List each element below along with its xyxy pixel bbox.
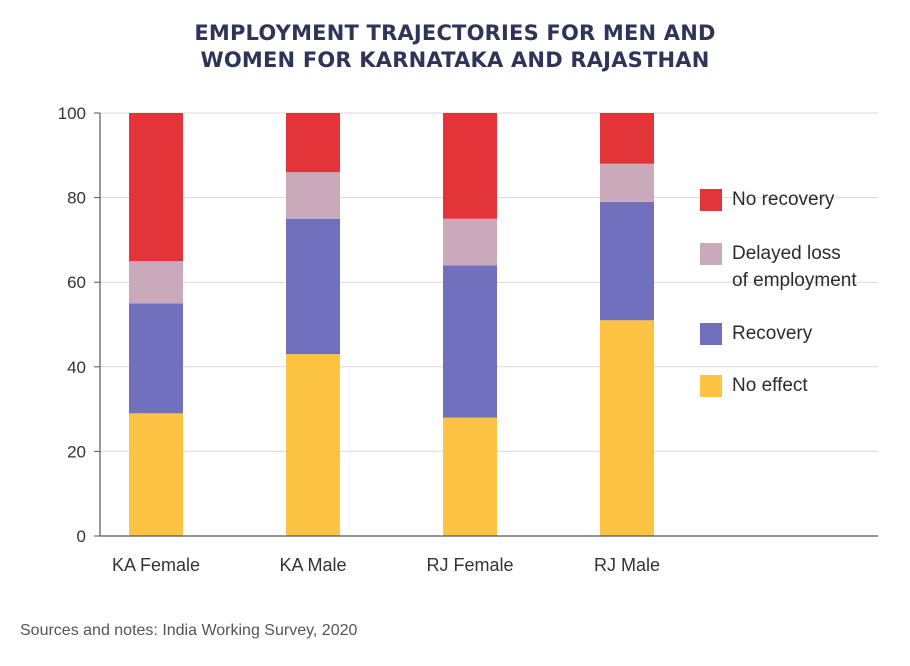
bar-segment-recovery <box>600 201 654 321</box>
bar-segment-no-recovery <box>129 113 183 262</box>
x-category-label: RJ Female <box>426 555 513 575</box>
bar-segment-no-effect <box>600 320 654 536</box>
source-note: Sources and notes: India Working Survey,… <box>20 622 358 639</box>
legend-label-no-recovery: No recovery <box>732 186 834 213</box>
y-tick-label: 60 <box>67 273 86 292</box>
legend-label-delayed-loss: Delayed loss of employment <box>732 240 857 294</box>
y-tick-label: 40 <box>67 358 86 377</box>
bars <box>129 113 654 536</box>
legend-label-line: No recovery <box>732 189 835 210</box>
bar-segment-delayed-loss-of-employment <box>129 261 183 304</box>
axis-labels: 0 20 40 60 80 100 KA Female KA Male RJ Female RJ … <box>58 104 660 575</box>
legend-label-no-effect: No effect <box>732 372 808 399</box>
legend-label-recovery: Recovery <box>732 320 812 347</box>
chart-title: EMPLOYMENT TRAJECTORIES FOR MEN AND WOME… <box>0 20 910 74</box>
bar-segment-recovery <box>443 265 497 418</box>
y-tick-label: 80 <box>67 189 86 208</box>
x-category-label: RJ Male <box>594 555 660 575</box>
x-category-label: KA Female <box>112 555 200 575</box>
y-tick-label: 0 <box>77 527 86 546</box>
x-category-label: KA Male <box>279 555 346 575</box>
bar-segment-delayed-loss-of-employment <box>286 172 340 219</box>
bar-segment-delayed-loss-of-employment <box>600 163 654 202</box>
legend-swatch-no-recovery <box>700 189 722 211</box>
legend-swatch-no-effect <box>700 375 722 397</box>
legend-swatch-delayed-loss <box>700 243 722 265</box>
bar-segment-no-recovery <box>286 113 340 173</box>
chart-title-line-2: WOMEN FOR KARNATAKA AND RAJASTHAN <box>200 48 710 72</box>
chart-title-line-1: EMPLOYMENT TRAJECTORIES FOR MEN AND <box>194 21 716 45</box>
legend-label-line: Delayed loss <box>732 243 841 264</box>
bar-segment-recovery <box>129 303 183 414</box>
bar-segment-recovery <box>286 218 340 355</box>
y-tick-label: 20 <box>67 442 86 461</box>
y-tick-label: 100 <box>58 104 86 123</box>
legend-label-line: No effect <box>732 375 808 396</box>
bar-segment-delayed-loss-of-employment <box>443 218 497 266</box>
bar-segment-no-recovery <box>443 113 497 219</box>
bar-segment-no-recovery <box>600 113 654 164</box>
bar-segment-no-effect <box>286 354 340 536</box>
legend-swatch-recovery <box>700 323 722 345</box>
bar-segment-no-effect <box>129 413 183 536</box>
axes <box>94 112 878 537</box>
bar-segment-no-effect <box>443 417 497 536</box>
legend-label-line: Recovery <box>732 323 813 344</box>
legend-label-line: of employment <box>732 270 857 291</box>
